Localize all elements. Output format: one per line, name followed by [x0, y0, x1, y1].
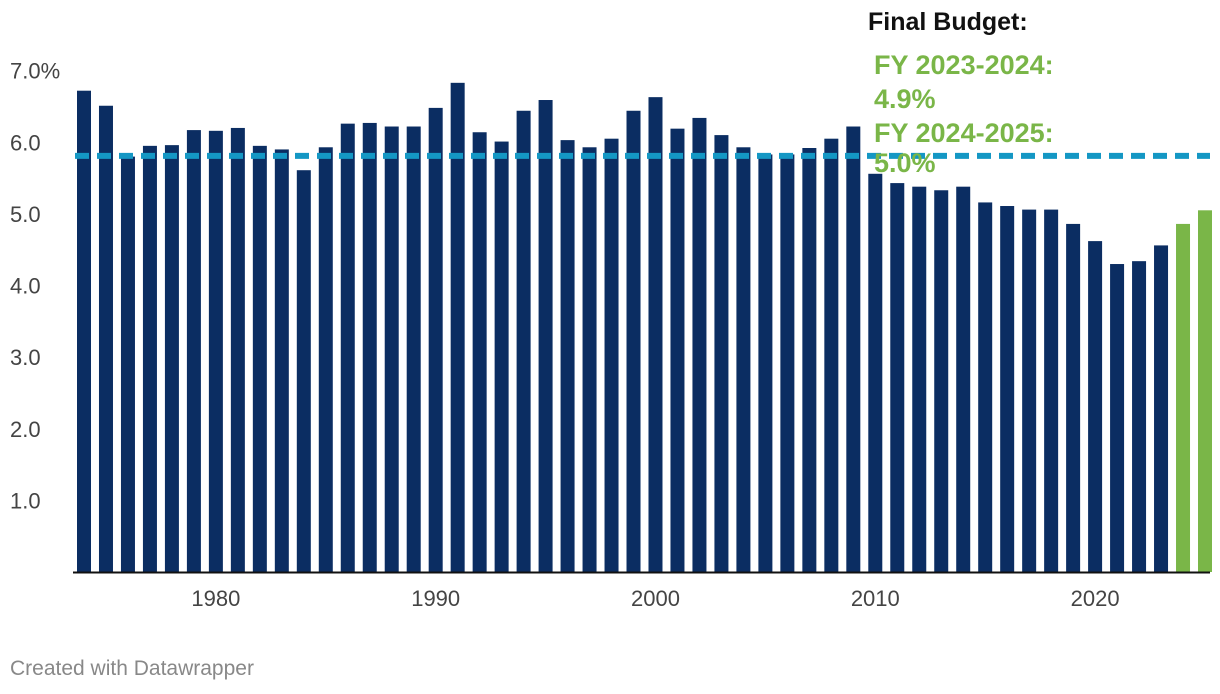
y-tick-label: 4.0	[10, 274, 41, 299]
bar-2017	[1022, 209, 1037, 572]
bar-2007	[802, 148, 817, 572]
y-tick-label: 5.0	[10, 202, 41, 227]
bar-1998	[604, 138, 619, 572]
bar-2010	[868, 173, 883, 572]
bar-1991	[450, 82, 465, 572]
bar-1990	[428, 107, 443, 572]
bar-2018	[1044, 209, 1059, 572]
bar-1989	[406, 126, 421, 572]
bar-1997	[582, 147, 597, 572]
annotation: Final Budget: FY 2023-2024: 4.9% FY 2024…	[868, 8, 1054, 178]
y-tick-label: 3.0	[10, 345, 41, 370]
x-tick-label: 2020	[1071, 586, 1120, 611]
bar-1995	[538, 100, 553, 572]
bar-2016	[1000, 206, 1015, 572]
bar-1974	[77, 90, 91, 573]
bar-2022	[1132, 261, 1147, 572]
bar-1981	[230, 127, 245, 572]
bar-2021	[1110, 264, 1125, 572]
bar-2002	[692, 117, 707, 573]
bar-1982	[252, 145, 267, 572]
annotation-fy2324-label: FY 2023-2024:	[874, 50, 1054, 80]
x-tick-label: 2010	[851, 586, 900, 611]
annotation-fy2425-label: FY 2024-2025:	[874, 118, 1054, 148]
x-tick-label: 1980	[191, 586, 240, 611]
y-axis-tick-labels: 1.0 2.0 3.0 4.0 5.0 6.0 7.0%	[10, 59, 60, 514]
bar-2014	[956, 186, 971, 573]
bar-2013	[934, 190, 949, 572]
bar-2025	[1198, 210, 1212, 573]
bar-2000	[648, 97, 663, 572]
y-tick-label: 7.0%	[10, 59, 60, 84]
bar-1992	[472, 132, 487, 573]
y-tick-label: 1.0	[10, 488, 41, 513]
x-tick-label: 2000	[631, 586, 680, 611]
bar-2015	[978, 202, 993, 572]
annotation-title: Final Budget:	[868, 8, 1028, 36]
bar-1994	[516, 110, 531, 572]
bar-2003	[714, 135, 729, 573]
bar-2024	[1176, 223, 1191, 572]
bar-2023	[1154, 245, 1169, 573]
bar-1978	[164, 145, 179, 572]
bar-1986	[340, 123, 355, 572]
x-axis-tick-labels: 1980 1990 2000 2010 2020	[191, 586, 1119, 611]
bar-1987	[362, 122, 377, 572]
bar-1980	[208, 130, 223, 573]
bar-2019	[1066, 223, 1081, 572]
annotation-fy2425-value: 5.0%	[874, 148, 936, 178]
bar-2012	[912, 186, 927, 573]
y-tick-label: 2.0	[10, 417, 41, 442]
credit-text: Created with Datawrapper	[10, 657, 254, 680]
x-tick-label: 1990	[411, 586, 460, 611]
bar-2005	[758, 154, 773, 572]
bar-1979	[186, 130, 201, 572]
bar-1984	[296, 170, 311, 572]
bar-1988	[384, 126, 399, 572]
bar-2001	[670, 128, 685, 572]
bar-1996	[560, 140, 575, 572]
bar-2008	[824, 138, 839, 572]
bar-1977	[142, 145, 157, 572]
bar-1999	[626, 110, 641, 572]
bar-2004	[736, 147, 751, 572]
annotation-fy2324-value: 4.9%	[874, 84, 936, 114]
bar-1975	[98, 105, 113, 573]
bar-2020	[1088, 241, 1103, 573]
y-tick-label: 6.0	[10, 130, 41, 155]
bar-2009	[846, 126, 861, 572]
bar-2006	[780, 154, 795, 572]
bar-1976	[120, 156, 135, 572]
bar-1983	[274, 149, 289, 572]
bar-1993	[494, 141, 509, 572]
bars	[77, 82, 1212, 573]
bar-2011	[890, 183, 905, 572]
bar-1985	[318, 147, 333, 572]
